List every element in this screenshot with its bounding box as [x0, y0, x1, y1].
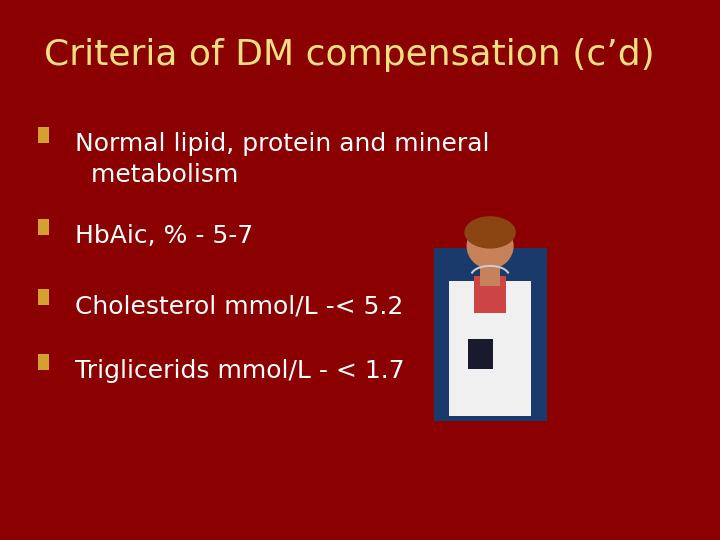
FancyBboxPatch shape: [37, 219, 49, 235]
Text: Triglicerids mmol/L - < 1.7: Triglicerids mmol/L - < 1.7: [76, 359, 405, 383]
Text: Criteria of DM compensation (c’d): Criteria of DM compensation (c’d): [44, 38, 654, 72]
FancyBboxPatch shape: [449, 281, 531, 416]
Text: HbAic, % - 5-7: HbAic, % - 5-7: [76, 224, 253, 248]
FancyBboxPatch shape: [474, 275, 505, 313]
FancyBboxPatch shape: [433, 248, 546, 421]
FancyBboxPatch shape: [37, 289, 49, 305]
Text: Cholesterol mmol/L -< 5.2: Cholesterol mmol/L -< 5.2: [76, 294, 404, 318]
FancyBboxPatch shape: [480, 265, 500, 286]
FancyBboxPatch shape: [37, 354, 49, 370]
Ellipse shape: [464, 216, 516, 248]
Text: Normal lipid, protein and mineral
  metabolism: Normal lipid, protein and mineral metabo…: [76, 132, 490, 187]
Ellipse shape: [467, 223, 513, 269]
FancyBboxPatch shape: [468, 339, 493, 369]
FancyBboxPatch shape: [37, 127, 49, 143]
